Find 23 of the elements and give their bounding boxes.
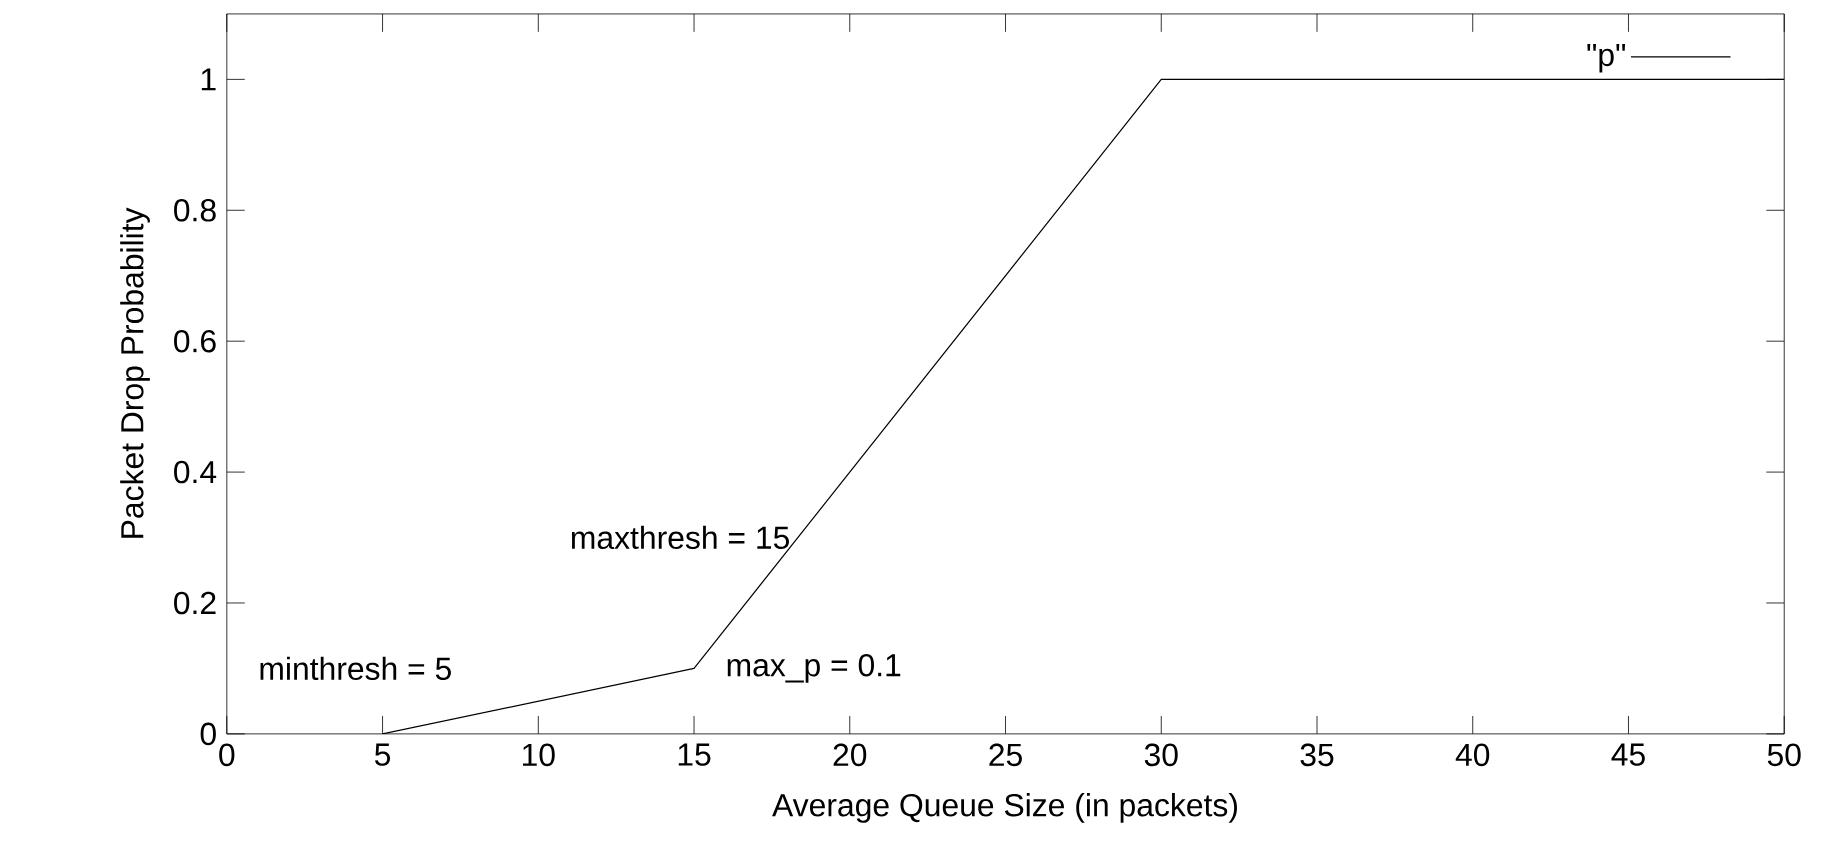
x-tick-label: 35 [1300,743,1334,766]
x-axis-title: Average Queue Size (in packets) [772,792,1237,823]
y-tick-label: 1 [201,68,216,91]
y-tick-label: 0.2 [174,591,216,615]
x-tick-label: 5 [374,743,391,766]
x-tick-label: 20 [833,743,867,766]
y-tick-label: 0 [200,722,216,746]
x-tick-label: 50 [1767,743,1801,766]
x-tick-label: 10 [523,743,555,766]
y-tick-label: 0.6 [174,329,216,353]
legend-label: "p" [1587,43,1626,73]
y-tick-label: 0.4 [174,460,217,484]
x-tick-label: 30 [1144,743,1178,766]
x-tick-label: 0 [219,743,235,766]
y-axis-title: Packet Drop Probability [120,207,150,538]
x-tick-label: 45 [1611,743,1645,766]
x-tick-label: 25 [989,743,1022,766]
x-tick-label: 15 [678,743,711,766]
annotation: maxthresh = 15 [571,525,789,549]
annotation: max_p = 0.1 [727,653,901,683]
annotation: minthresh = 5 [260,656,451,680]
x-tick-label: 40 [1455,743,1490,766]
y-tick-label: 0.8 [174,198,216,222]
